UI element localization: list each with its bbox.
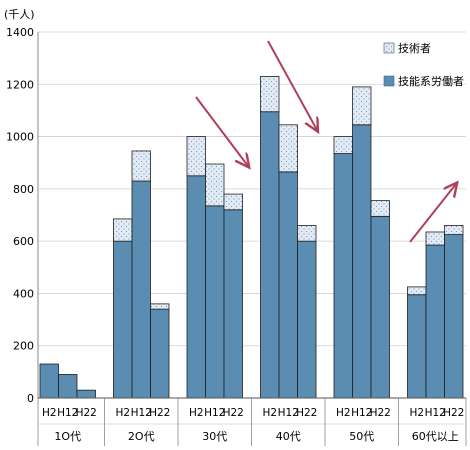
- bar-technician: [425, 231, 445, 246]
- bar-skilled-worker: [205, 205, 225, 399]
- x-category-label: H22: [149, 407, 170, 419]
- bar-technician: [297, 225, 317, 242]
- x-category-label: H2: [189, 407, 204, 419]
- y-tick-label: 1000: [6, 131, 34, 144]
- x-category-label: H2: [42, 407, 57, 419]
- trend-arrows: [195, 40, 456, 243]
- y-tick-label: 0: [27, 392, 34, 405]
- bars: [39, 76, 464, 399]
- bar-skilled-worker: [260, 111, 280, 399]
- x-category-label: H22: [76, 407, 97, 419]
- bar-technician: [278, 124, 298, 173]
- legend-swatch-skilled-worker: [383, 75, 395, 87]
- x-category-label: H12: [351, 407, 372, 419]
- y-tick-label: 600: [13, 235, 34, 248]
- bar-technician: [186, 136, 206, 177]
- gridlines: [38, 31, 466, 399]
- bar-skilled-worker: [425, 244, 445, 399]
- trend-arrow-40s-down: [267, 40, 317, 130]
- x-group-label: 50代: [349, 430, 374, 443]
- bar-skilled-worker: [150, 308, 170, 399]
- y-tick-label: 1200: [6, 78, 34, 91]
- y-tick-label: 200: [13, 340, 34, 353]
- y-tick-label: 800: [13, 183, 34, 196]
- bar-skilled-worker: [370, 215, 390, 399]
- bar-skilled-worker: [131, 180, 151, 399]
- legend-swatch-technician: [383, 42, 395, 54]
- x-group-label: 1O代: [54, 430, 81, 443]
- x-group-label: 60代以上: [412, 430, 459, 443]
- trend-arrow-30s-down: [195, 96, 248, 166]
- bar-skilled-worker: [39, 363, 59, 399]
- legend-label-skilled-worker: 技能系労働者: [398, 74, 464, 88]
- bar-skilled-worker: [333, 153, 353, 399]
- bar-skilled-worker: [297, 240, 317, 399]
- bar-technician: [150, 303, 170, 310]
- trend-arrow-60s-up: [409, 184, 456, 243]
- x-category-label: H2: [262, 407, 277, 419]
- bar-skilled-worker: [186, 175, 206, 399]
- bar-skilled-worker: [444, 234, 464, 399]
- bar-technician: [407, 286, 427, 296]
- x-category-label: H2: [115, 407, 130, 419]
- bar-technician: [352, 86, 372, 126]
- bar-technician: [205, 163, 225, 207]
- x-category-label: H22: [296, 407, 317, 419]
- bar-skilled-worker: [58, 374, 78, 399]
- bar-technician: [223, 193, 243, 211]
- x-category-label: H22: [223, 407, 244, 419]
- x-category-label: H12: [425, 407, 446, 419]
- x-category-label: H12: [204, 407, 225, 419]
- x-category-label: H2: [336, 407, 351, 419]
- x-category-label: H12: [57, 407, 78, 419]
- legend: 技術者 技能系労働者: [383, 42, 464, 88]
- bar-technician: [444, 225, 464, 236]
- x-group-label: 2O代: [128, 430, 155, 443]
- y-tick-label: 400: [13, 287, 34, 300]
- bar-skilled-worker: [76, 389, 96, 399]
- x-category-label: H22: [443, 407, 464, 419]
- x-category-label: H12: [131, 407, 152, 419]
- bar-technician: [113, 218, 133, 242]
- bar-technician: [131, 150, 151, 182]
- bar-technician: [333, 136, 353, 154]
- x-category-label: H2: [409, 407, 424, 419]
- bar-skilled-worker: [407, 294, 427, 399]
- y-axis: 0 200 400 600 800 1000 1200 1400: [6, 26, 39, 405]
- x-group-label: 30代: [202, 430, 227, 443]
- y-tick-label: 1400: [6, 26, 34, 39]
- x-group-label: 40代: [276, 430, 301, 443]
- bar-technician: [370, 200, 390, 217]
- bar-skilled-worker: [352, 124, 372, 399]
- x-category-label: H22: [370, 407, 391, 419]
- bar-technician: [260, 76, 280, 113]
- bar-skilled-worker: [278, 171, 298, 399]
- bar-skilled-worker: [223, 209, 243, 399]
- unit-label: (千人): [4, 8, 35, 21]
- x-category-label: H12: [278, 407, 299, 419]
- bar-skilled-worker: [113, 240, 133, 399]
- legend-label-technician: 技術者: [398, 42, 431, 55]
